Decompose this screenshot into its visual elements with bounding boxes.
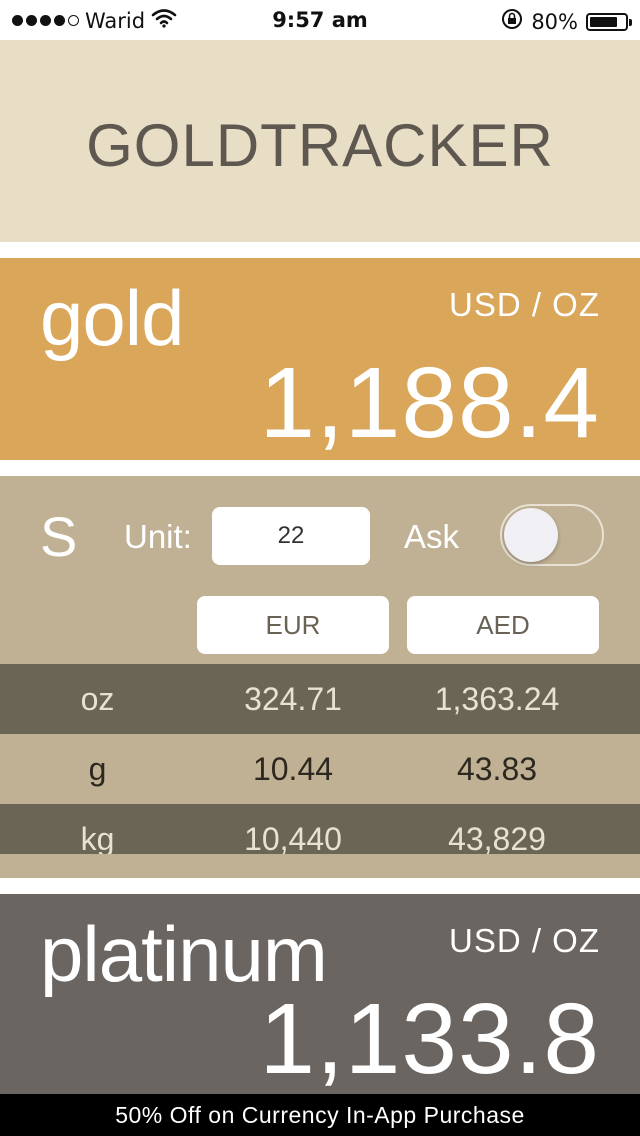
row-aed-value: 1,363.24	[434, 681, 560, 717]
gold-panel[interactable]: gold USD / OZ 1,188.4	[0, 258, 640, 460]
status-bar-left: Warid	[12, 8, 177, 33]
platinum-price: 1,133.8	[259, 983, 600, 1095]
status-time: 9:57 am	[272, 8, 368, 32]
table-row: g 10.44 43.83	[0, 734, 640, 804]
row-eur-value: 10,440	[244, 821, 342, 854]
toggle-knob	[504, 508, 558, 562]
currency-button-eur[interactable]: EUR	[197, 596, 389, 654]
ask-label: Ask	[404, 518, 460, 555]
rotation-lock-icon	[501, 8, 523, 35]
unit-label: Unit:	[124, 518, 192, 555]
row-aed-value: 43.83	[456, 751, 538, 787]
app-header: GOLDTRACKER	[0, 40, 640, 242]
signal-dots-icon	[12, 15, 79, 26]
gold-label: gold	[40, 274, 184, 362]
converter-panel: S Unit: 22 Ask EUR AED oz 324.71 1,363.2…	[0, 476, 640, 878]
row-unit: oz	[80, 681, 115, 717]
platinum-panel[interactable]: platinum USD / OZ 1,133.8	[0, 894, 640, 1094]
status-bar-right: 80%	[501, 8, 632, 35]
conversion-table: oz 324.71 1,363.24 g 10.44 43.83 kg 10,4…	[0, 664, 640, 854]
carrier-name: Warid	[85, 8, 146, 33]
ask-toggle[interactable]	[500, 504, 604, 566]
converter-symbol: S	[40, 505, 78, 568]
row-aed-value: 43,829	[448, 821, 546, 854]
row-eur-value: 10.44	[252, 751, 334, 787]
currency-button-aed[interactable]: AED	[407, 596, 599, 654]
row-eur-value: 324.71	[244, 681, 342, 717]
promo-banner[interactable]: 50% Off on Currency In-App Purchase	[0, 1094, 640, 1136]
gold-unit-label: USD / OZ	[448, 286, 600, 323]
app-title: GOLDTRACKER	[86, 112, 554, 179]
platinum-unit-label: USD / OZ	[448, 922, 600, 959]
status-bar: Warid 9:57 am 80%	[0, 0, 640, 40]
gold-price: 1,188.4	[259, 347, 600, 459]
battery-percent: 80%	[531, 9, 578, 34]
wifi-icon	[151, 8, 177, 33]
table-row: oz 324.71 1,363.24	[0, 664, 640, 734]
unit-input[interactable]: 22	[212, 507, 370, 565]
table-row: kg 10,440 43,829	[0, 804, 640, 854]
battery-icon	[586, 12, 632, 31]
row-unit: g	[88, 751, 107, 787]
platinum-label: platinum	[40, 910, 328, 998]
row-unit: kg	[80, 821, 115, 854]
